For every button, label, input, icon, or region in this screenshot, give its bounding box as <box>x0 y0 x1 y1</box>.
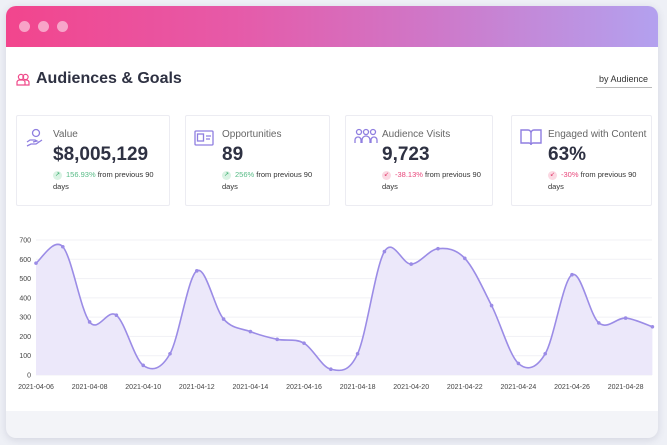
data-point <box>543 351 547 356</box>
change-percent: 156.93% <box>66 170 96 179</box>
data-point <box>195 269 199 273</box>
page-title-text: Audiences & Goals <box>36 70 182 87</box>
data-point <box>409 262 414 266</box>
x-tick-label: 2021-04-20 <box>393 384 429 391</box>
trend-up-icon: ↗ <box>222 170 231 180</box>
x-tick-label: 2021-04-16 <box>286 384 322 391</box>
metric-label: Value <box>53 129 78 140</box>
trend-down-icon: ↙ <box>548 170 557 180</box>
data-point <box>34 261 38 265</box>
data-point <box>168 351 172 356</box>
y-tick-label: 300 <box>19 315 31 322</box>
change-suffix: from previous 90 days <box>382 170 481 191</box>
metric-change: ↗ 156.93% from previous 90 days <box>53 169 158 193</box>
data-point <box>650 324 655 329</box>
change-suffix: from previous 90 days <box>53 170 154 191</box>
data-point <box>516 361 521 366</box>
data-point <box>597 321 601 325</box>
window-minimize-button[interactable] <box>38 21 49 32</box>
x-tick-label: 2021-04-12 <box>179 384 215 391</box>
hand-coin-icon <box>26 128 43 147</box>
data-point <box>248 329 253 334</box>
x-tick-label: 2021-04-24 <box>500 384 536 391</box>
data-point <box>436 246 440 251</box>
x-tick-label: 2021-04-22 <box>447 384 483 391</box>
metric-label: Engaged with Content <box>548 129 647 140</box>
series-line <box>35 243 653 372</box>
metric-value: $8,005,129 <box>53 144 149 165</box>
x-tick-label: 2021-04-14 <box>232 384 268 391</box>
data-point <box>221 317 226 321</box>
data-point <box>302 341 306 345</box>
metric-label: Audience Visits <box>382 129 451 140</box>
change-percent: 256% <box>235 170 255 179</box>
y-tick-label: 100 <box>19 353 31 360</box>
title-bar <box>6 6 658 47</box>
y-tick-label: 400 <box>19 295 31 302</box>
data-point <box>382 249 387 254</box>
book-open-icon <box>520 129 542 146</box>
change-suffix: from previous 90 days <box>222 170 313 191</box>
metric-change: ↙ -38.13% from previous 90 days <box>382 169 487 193</box>
y-tick-label: 0 <box>27 373 31 380</box>
metric-change: ↙ -30% from previous 90 days <box>548 169 653 193</box>
y-tick-label: 500 <box>19 276 31 283</box>
change-percent: -30% <box>561 170 579 179</box>
audience-icon <box>16 73 30 86</box>
data-point <box>623 316 628 320</box>
data-point <box>463 256 467 261</box>
data-point <box>275 337 280 342</box>
window-maximize-button[interactable] <box>57 21 68 32</box>
series-area <box>36 244 653 375</box>
window-close-button[interactable] <box>19 21 30 32</box>
trend-up-icon: ↗ <box>53 170 62 180</box>
data-point <box>570 272 574 277</box>
metric-card-value: Value $8,005,129 ↗ 156.93% from previous … <box>16 115 170 206</box>
metric-value: 89 <box>222 144 244 165</box>
metric-card-audience-visits: Audience Visits 9,723 ↙ -38.13% from prev… <box>345 115 493 206</box>
metric-card-opportunities: Opportunities 89 ↗ 256% from previous 90 … <box>185 115 330 206</box>
data-point <box>61 244 65 249</box>
trend-down-icon: ↙ <box>382 170 391 180</box>
data-point <box>114 313 119 318</box>
y-tick-label: 200 <box>19 334 31 341</box>
metric-value: 63% <box>548 144 587 165</box>
y-tick-label: 600 <box>19 257 31 264</box>
x-tick-label: 2021-04-28 <box>608 384 644 391</box>
data-point <box>355 351 360 356</box>
metric-label: Opportunities <box>222 129 282 140</box>
x-tick-label: 2021-04-10 <box>125 384 161 391</box>
page-title: Audiences & Goals <box>16 70 182 88</box>
id-card-icon <box>194 130 214 146</box>
change-suffix: from previous 90 days <box>548 170 637 191</box>
audience-filter-dropdown[interactable]: by Audience <box>596 74 653 88</box>
data-point <box>87 320 92 324</box>
data-point <box>141 363 145 368</box>
data-point <box>489 303 494 308</box>
change-percent: -38.13% <box>395 170 423 179</box>
y-tick-label: 700 <box>19 238 31 245</box>
x-tick-label: 2021-04-26 <box>554 384 590 391</box>
metric-change: ↗ 256% from previous 90 days <box>222 169 327 193</box>
metric-card-engaged-content: Engaged with Content 63% ↙ -30% from prev… <box>511 115 652 206</box>
users-icon <box>354 128 378 143</box>
data-point <box>329 367 333 372</box>
x-tick-label: 2021-04-08 <box>72 384 108 391</box>
metric-value: 9,723 <box>382 144 430 165</box>
x-tick-label: 2021-04-06 <box>18 384 54 391</box>
x-tick-label: 2021-04-18 <box>340 384 376 391</box>
